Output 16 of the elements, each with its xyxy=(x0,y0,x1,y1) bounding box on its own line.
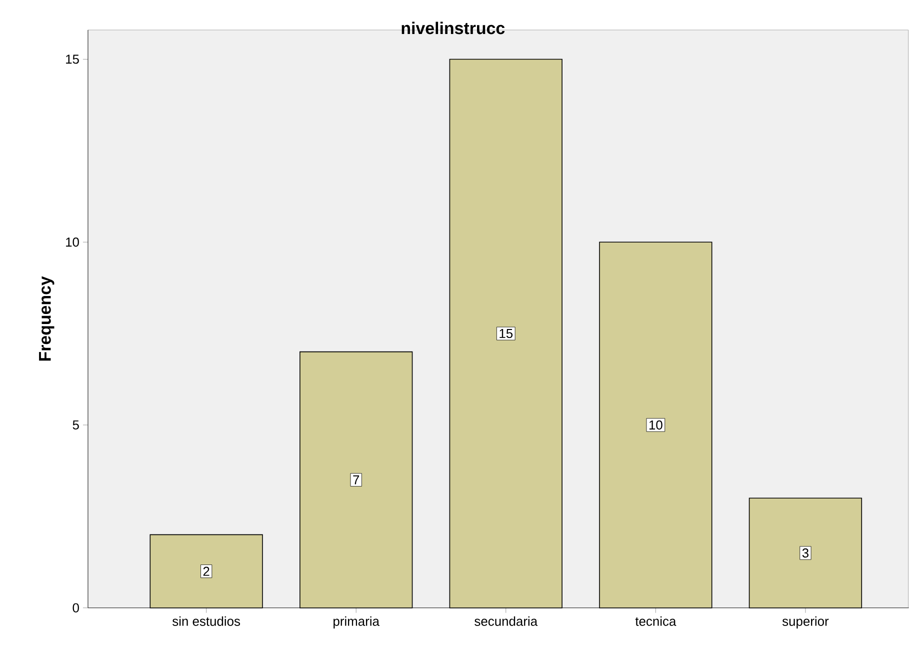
y-tick-label: 5 xyxy=(72,420,79,430)
x-tick-label: primaria xyxy=(334,616,380,629)
y-tick-label: 15 xyxy=(66,54,79,64)
data-label: 3 xyxy=(802,548,808,558)
x-tick-label: tecnica xyxy=(635,616,676,626)
data-label: 15 xyxy=(500,329,513,338)
x-tick-label: secundaria xyxy=(474,616,538,626)
y-axis-title: Frequency xyxy=(39,276,54,361)
x-tick-label: superior xyxy=(782,616,829,629)
y-tick-label: 10 xyxy=(66,238,79,247)
data-label: 10 xyxy=(649,420,662,430)
data-label: 2 xyxy=(203,566,210,576)
y-tick-label: 0 xyxy=(72,603,79,613)
x-tick-label: sin estudios xyxy=(172,616,240,626)
chart-title: nivelinstrucc xyxy=(402,22,505,34)
data-label: 7 xyxy=(353,475,360,484)
